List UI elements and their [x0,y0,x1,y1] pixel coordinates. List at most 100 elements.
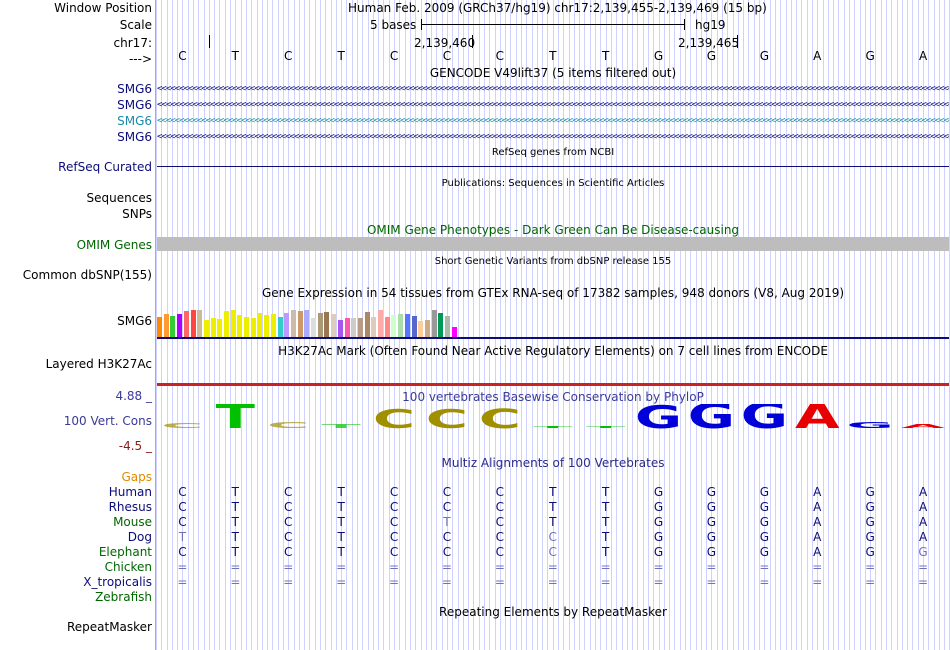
gtex-tissue-bar[interactable] [191,310,196,337]
h3k27ac-signal-line[interactable] [157,383,949,386]
multiz-aligned-base: A [813,515,822,529]
dbsnp-label[interactable]: Common dbSNP(155) [22,268,152,282]
multiz-aligned-base: G [759,500,769,514]
gtex-tissue-bar[interactable] [452,327,457,337]
multiz-species-label[interactable]: Chicken [104,560,152,574]
gtex-tissue-bar[interactable] [177,314,182,337]
multiz-species-label[interactable]: Mouse [113,515,152,529]
gtex-tissue-bar[interactable] [157,317,162,337]
gtex-tissue-bar[interactable] [204,320,209,337]
multiz-species-label[interactable]: X_tropicalis [83,575,152,589]
grid-line [849,0,850,650]
gtex-tissue-bar[interactable] [365,312,370,337]
gtex-tissue-bar[interactable] [338,320,343,337]
multiz-aligned-base: A [813,500,822,514]
gtex-tissue-bar[interactable] [244,317,249,337]
reference-base: T [601,49,610,63]
gencode-gene-label[interactable]: SMG6 [117,82,152,96]
gtex-tissue-bar[interactable] [264,315,269,337]
multiz-species-label[interactable]: Rhesus [108,500,152,514]
gtex-tissue-bar[interactable] [184,311,189,337]
multiz-species-label[interactable]: Zebrafish [95,590,152,604]
gtex-tissue-bar[interactable] [318,313,323,337]
gtex-tissue-bar[interactable] [345,318,350,337]
gtex-tissue-bar[interactable] [324,312,329,337]
gencode-gene-label[interactable]: SMG6 [117,130,152,144]
repeatmasker-label[interactable]: RepeatMasker [66,620,152,634]
gtex-tissue-bar[interactable] [438,313,443,337]
gtex-tissue-bar[interactable] [418,321,423,337]
gtex-tissue-bar[interactable] [284,313,289,337]
grid-line [510,0,511,650]
gtex-tissue-bar[interactable] [231,310,236,337]
gtex-tissue-bar[interactable] [251,318,256,337]
grid-line [711,0,712,650]
gtex-tissue-bar[interactable] [211,318,216,337]
gtex-tissue-bar[interactable] [278,317,283,337]
gtex-tissue-bar[interactable] [298,311,303,337]
gtex-tissue-bar[interactable] [412,316,417,337]
gtex-tissue-bar[interactable] [271,314,276,337]
multiz-aligned-base: = [336,575,347,589]
grid-line [584,0,585,650]
multiz-aligned-base: T [601,485,610,499]
gtex-tissue-bar[interactable] [432,310,437,337]
grid-line [759,0,760,650]
gtex-label[interactable]: SMG6 [117,314,152,328]
multiz-gaps-label[interactable]: Gaps [121,470,152,484]
reference-base: A [918,49,928,63]
phylop-label[interactable]: 100 Vert. Cons [63,414,152,428]
gtex-tissue-bar[interactable] [164,314,169,337]
grid-line [563,0,564,650]
gtex-tissue-bar[interactable] [257,313,262,337]
gtex-tissue-bar[interactable] [358,318,363,337]
gencode-transcript[interactable]: <<<<<<<<<<<<<<<<<<<<<<<<<<<<<<<<<<<<<<<<… [157,117,949,126]
multiz-species-label[interactable]: Elephant [98,545,152,559]
gtex-tissue-bar[interactable] [398,314,403,337]
gtex-tissue-bar[interactable] [405,314,410,337]
multiz-aligned-base: T [337,545,345,559]
gtex-tissue-bar[interactable] [170,316,175,337]
gtex-tissue-bar[interactable] [291,310,296,337]
grid-line [897,0,898,650]
gencode-gene-label[interactable]: SMG6 [117,98,152,112]
multiz-aligned-base: T [337,530,345,544]
omim-label[interactable]: OMIM Genes [76,238,152,252]
h3k27ac-label[interactable]: Layered H3K27Ac [45,357,152,371]
refseq-label[interactable]: RefSeq Curated [58,160,152,174]
grid-line [410,0,411,650]
gencode-transcript[interactable]: <<<<<<<<<<<<<<<<<<<<<<<<<<<<<<<<<<<<<<<<… [157,85,949,94]
gtex-tissue-bar[interactable] [425,320,430,337]
gtex-tissue-bar[interactable] [217,319,222,337]
gtex-tissue-bar[interactable] [224,311,229,337]
gtex-bar-chart[interactable] [157,300,557,337]
gencode-transcript[interactable]: <<<<<<<<<<<<<<<<<<<<<<<<<<<<<<<<<<<<<<<<… [157,101,949,110]
gtex-tissue-bar[interactable] [304,310,309,337]
gtex-tissue-bar[interactable] [378,310,383,337]
gtex-tissue-bar[interactable] [311,318,316,337]
gtex-tissue-bar[interactable] [385,317,390,337]
multiz-species-label[interactable]: Human [108,485,152,499]
refseq-line[interactable] [157,166,949,167]
gtex-tissue-bar[interactable] [197,310,202,337]
label-separator [155,0,156,650]
gencode-transcript[interactable]: <<<<<<<<<<<<<<<<<<<<<<<<<<<<<<<<<<<<<<<<… [157,133,949,142]
multiz-aligned-base: T [231,500,240,514]
reference-base: A [813,49,822,63]
gtex-tissue-bar[interactable] [445,316,450,337]
gtex-tissue-bar[interactable] [331,314,336,337]
grid-line [579,0,580,650]
gtex-tissue-bar[interactable] [351,318,356,337]
gtex-tissue-bar[interactable] [237,315,242,337]
publications-label-sequences[interactable]: Sequences [86,191,152,205]
publications-label-snps[interactable]: SNPs [122,207,152,221]
multiz-aligned-base: T [601,530,610,544]
multiz-species-label[interactable]: Dog [127,530,152,544]
omim-feature-bar[interactable] [157,237,949,251]
gencode-gene-label[interactable]: SMG6 [117,114,152,128]
gtex-tissue-bar[interactable] [391,315,396,337]
phylop-logo-letter: G [741,404,788,434]
gtex-tissue-bar[interactable] [371,317,376,337]
multiz-aligned-base: T [231,485,240,499]
